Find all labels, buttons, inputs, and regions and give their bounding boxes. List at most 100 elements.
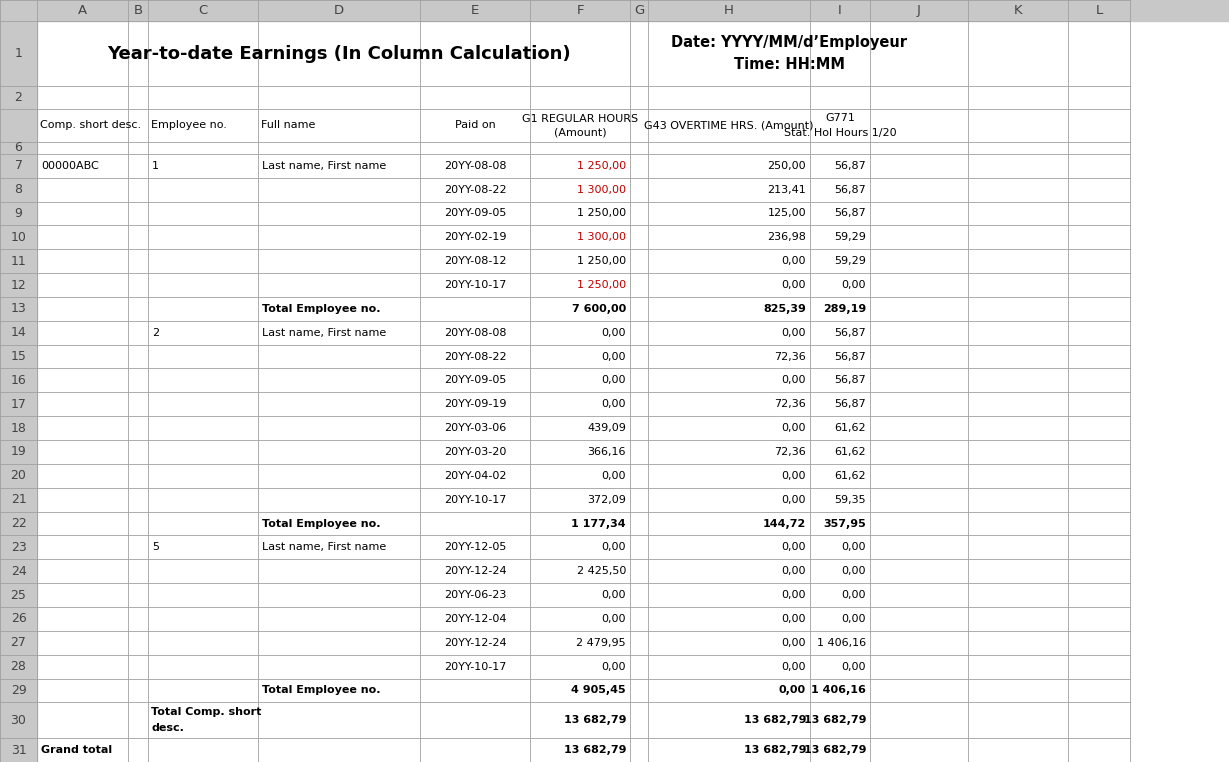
Text: 20YY-12-24: 20YY-12-24 — [444, 638, 506, 648]
Text: 1 300,00: 1 300,00 — [576, 184, 626, 194]
Text: 7: 7 — [15, 159, 22, 172]
Text: 18: 18 — [11, 421, 27, 434]
Text: 236,98: 236,98 — [767, 232, 806, 242]
Text: 0,00: 0,00 — [782, 543, 806, 552]
Text: B: B — [134, 5, 143, 18]
Text: 25: 25 — [11, 588, 27, 601]
Text: Year-to-date Earnings (In Column Calculation): Year-to-date Earnings (In Column Calcula… — [107, 45, 570, 62]
Text: A: A — [77, 5, 87, 18]
Text: 0,00: 0,00 — [842, 543, 866, 552]
Text: L: L — [1095, 5, 1102, 18]
Text: 0,00: 0,00 — [782, 566, 806, 576]
Text: 8: 8 — [15, 183, 22, 196]
Text: 14: 14 — [11, 326, 26, 339]
Text: 0,00: 0,00 — [842, 280, 866, 290]
Text: 13 682,79: 13 682,79 — [744, 716, 806, 725]
Text: desc.: desc. — [151, 723, 184, 733]
Text: 21: 21 — [11, 493, 26, 506]
Text: 0,00: 0,00 — [601, 376, 626, 386]
Text: Total Comp. short: Total Comp. short — [151, 707, 262, 717]
Text: 20YY-12-24: 20YY-12-24 — [444, 566, 506, 576]
Text: 0,00: 0,00 — [782, 638, 806, 648]
Text: 0,00: 0,00 — [601, 614, 626, 624]
Text: 9: 9 — [15, 207, 22, 220]
Text: 56,87: 56,87 — [834, 351, 866, 361]
Text: 59,29: 59,29 — [834, 232, 866, 242]
Text: 20YY-09-19: 20YY-09-19 — [444, 399, 506, 409]
Text: 13 682,79: 13 682,79 — [564, 716, 626, 725]
Text: 56,87: 56,87 — [834, 376, 866, 386]
Text: 0,00: 0,00 — [779, 686, 806, 696]
Text: 16: 16 — [11, 374, 26, 387]
Text: 1 177,34: 1 177,34 — [571, 518, 626, 529]
Text: 20YY-08-12: 20YY-08-12 — [444, 256, 506, 266]
Text: Full name: Full name — [261, 120, 316, 130]
Text: 27: 27 — [11, 636, 27, 649]
Text: 1 406,16: 1 406,16 — [817, 638, 866, 648]
Text: 4 905,45: 4 905,45 — [571, 686, 626, 696]
Text: Comp. short desc.: Comp. short desc. — [41, 120, 141, 130]
Text: 0,00: 0,00 — [782, 590, 806, 600]
Text: 20YY-12-04: 20YY-12-04 — [444, 614, 506, 624]
Text: 2: 2 — [15, 91, 22, 104]
Text: 0,00: 0,00 — [782, 471, 806, 481]
Text: 0,00: 0,00 — [601, 543, 626, 552]
Text: 213,41: 213,41 — [767, 184, 806, 194]
Text: 20YY-04-02: 20YY-04-02 — [444, 471, 506, 481]
Text: 72,36: 72,36 — [774, 399, 806, 409]
Bar — [0, 0, 37, 762]
Text: 0,00: 0,00 — [842, 614, 866, 624]
Text: 20YY-10-17: 20YY-10-17 — [444, 661, 506, 671]
Text: 13 682,79: 13 682,79 — [804, 716, 866, 725]
Text: 289,19: 289,19 — [822, 304, 866, 314]
Text: 31: 31 — [11, 744, 26, 757]
Text: 20YY-02-19: 20YY-02-19 — [444, 232, 506, 242]
Text: 59,29: 59,29 — [834, 256, 866, 266]
Text: 61,62: 61,62 — [834, 423, 866, 433]
Text: Last name, First name: Last name, First name — [262, 161, 386, 171]
Text: Total Employee no.: Total Employee no. — [262, 518, 381, 529]
Text: 13 682,79: 13 682,79 — [744, 745, 806, 755]
Text: 22: 22 — [11, 517, 26, 530]
Bar — [0, 0, 1229, 21]
Text: 1 250,00: 1 250,00 — [576, 280, 626, 290]
Text: 61,62: 61,62 — [834, 447, 866, 457]
Text: 23: 23 — [11, 541, 26, 554]
Text: 0,00: 0,00 — [782, 495, 806, 504]
Text: 0,00: 0,00 — [601, 471, 626, 481]
Text: Paid on: Paid on — [455, 120, 495, 130]
Text: 20YY-10-17: 20YY-10-17 — [444, 495, 506, 504]
Text: Last name, First name: Last name, First name — [262, 543, 386, 552]
Text: 0,00: 0,00 — [601, 328, 626, 338]
Text: (Amount): (Amount) — [554, 127, 606, 138]
Text: 20YY-10-17: 20YY-10-17 — [444, 280, 506, 290]
Text: 366,16: 366,16 — [587, 447, 626, 457]
Text: 0,00: 0,00 — [842, 566, 866, 576]
Text: G43 OVERTIME HRS. (Amount): G43 OVERTIME HRS. (Amount) — [644, 120, 814, 130]
Text: 1: 1 — [15, 47, 22, 60]
Text: 20YY-06-23: 20YY-06-23 — [444, 590, 506, 600]
Text: K: K — [1014, 5, 1023, 18]
Text: 144,72: 144,72 — [763, 518, 806, 529]
Text: Stat. Hol Hours 1/20: Stat. Hol Hours 1/20 — [784, 127, 896, 138]
Text: 56,87: 56,87 — [834, 399, 866, 409]
Text: 56,87: 56,87 — [834, 161, 866, 171]
Text: 1 250,00: 1 250,00 — [576, 256, 626, 266]
Text: C: C — [198, 5, 208, 18]
Text: 0,00: 0,00 — [782, 661, 806, 671]
Text: 250,00: 250,00 — [767, 161, 806, 171]
Text: 12: 12 — [11, 278, 26, 292]
Text: 24: 24 — [11, 565, 26, 578]
Text: 20YY-03-20: 20YY-03-20 — [444, 447, 506, 457]
Text: 1 250,00: 1 250,00 — [576, 209, 626, 219]
Text: 0,00: 0,00 — [782, 280, 806, 290]
Text: 72,36: 72,36 — [774, 447, 806, 457]
Text: 825,39: 825,39 — [763, 304, 806, 314]
Text: 56,87: 56,87 — [834, 184, 866, 194]
Text: 0,00: 0,00 — [782, 256, 806, 266]
Text: 357,95: 357,95 — [823, 518, 866, 529]
Text: 17: 17 — [11, 398, 27, 411]
Text: 0,00: 0,00 — [782, 328, 806, 338]
Text: 61,62: 61,62 — [834, 471, 866, 481]
Text: 0,00: 0,00 — [601, 351, 626, 361]
